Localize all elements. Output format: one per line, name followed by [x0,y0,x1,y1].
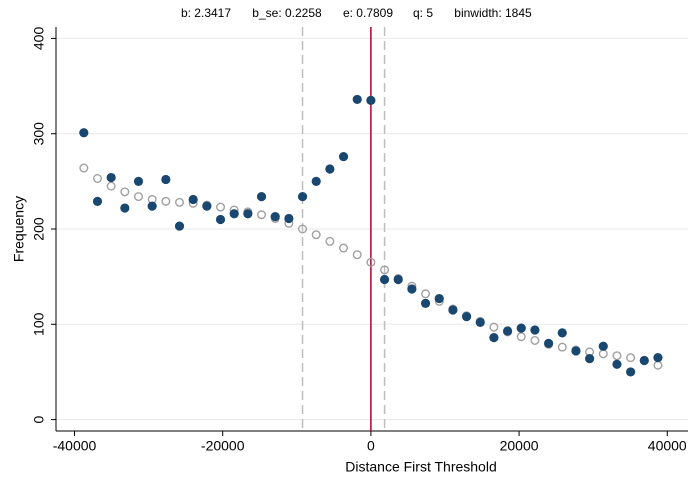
point [270,212,280,222]
point [380,265,390,275]
point [256,192,267,202]
x-tick-label: -20000 [201,438,245,454]
point [366,95,376,105]
y-tick-label: 300 [31,122,47,146]
point [243,209,253,219]
point [379,274,390,285]
point [420,298,431,308]
point [475,317,485,327]
point [461,312,472,322]
point [257,210,267,220]
point [216,202,226,212]
point [339,243,349,253]
point [407,284,417,294]
point [92,173,102,183]
point [175,197,185,207]
point [311,176,321,186]
point [297,192,308,202]
point [298,224,308,234]
point [229,209,239,219]
x-axis-label: Distance First Threshold [345,459,496,475]
point [161,196,171,206]
point [120,203,130,213]
point [134,192,144,202]
point [516,323,526,333]
point [598,349,608,359]
y-axis-label: Frequency [11,196,27,262]
point [530,325,540,335]
point [489,322,499,332]
point [161,174,171,185]
point [120,187,130,197]
point [338,151,349,162]
point [352,94,362,105]
point [502,326,513,336]
point [106,181,116,191]
x-tick-label: 0 [367,438,375,454]
point [557,328,567,338]
point [325,164,335,174]
y-tick-label: 0 [31,415,47,423]
point [133,176,144,186]
point [421,289,431,299]
point [543,338,554,348]
point [557,342,567,352]
point [653,360,663,370]
point [653,353,663,363]
point [311,230,321,240]
point [106,172,116,183]
point [489,333,499,343]
point [284,213,294,224]
point [202,201,212,211]
point [215,214,226,225]
point [639,355,649,366]
point [626,353,636,363]
x-tick-label: -40000 [53,438,97,454]
point [598,341,608,351]
point [366,257,376,267]
stat-label: b: 2.3417 [181,6,231,20]
y-tick-label: 200 [31,217,47,241]
point [585,353,595,364]
point [147,201,157,211]
point [352,250,362,260]
x-tick-label: 40000 [648,438,687,454]
point [188,194,198,205]
point [434,293,444,304]
point [174,221,185,231]
point [571,346,581,356]
point [516,332,526,342]
point [393,274,403,285]
x-tick-label: 20000 [500,438,539,454]
stat-label: b_se: 0.2258 [252,6,322,20]
stat-label: binwidth: 1845 [454,6,532,20]
y-tick-label: 100 [31,312,47,336]
point [79,163,89,173]
point [626,367,636,377]
stat-label: q: 5 [413,6,433,20]
point [612,359,622,369]
stat-label: e: 0.7809 [343,6,393,20]
point [448,305,458,315]
point [79,128,89,138]
point [92,196,103,206]
point [530,335,540,345]
point [325,236,335,246]
point [612,351,622,361]
y-tick-label: 400 [31,27,47,51]
